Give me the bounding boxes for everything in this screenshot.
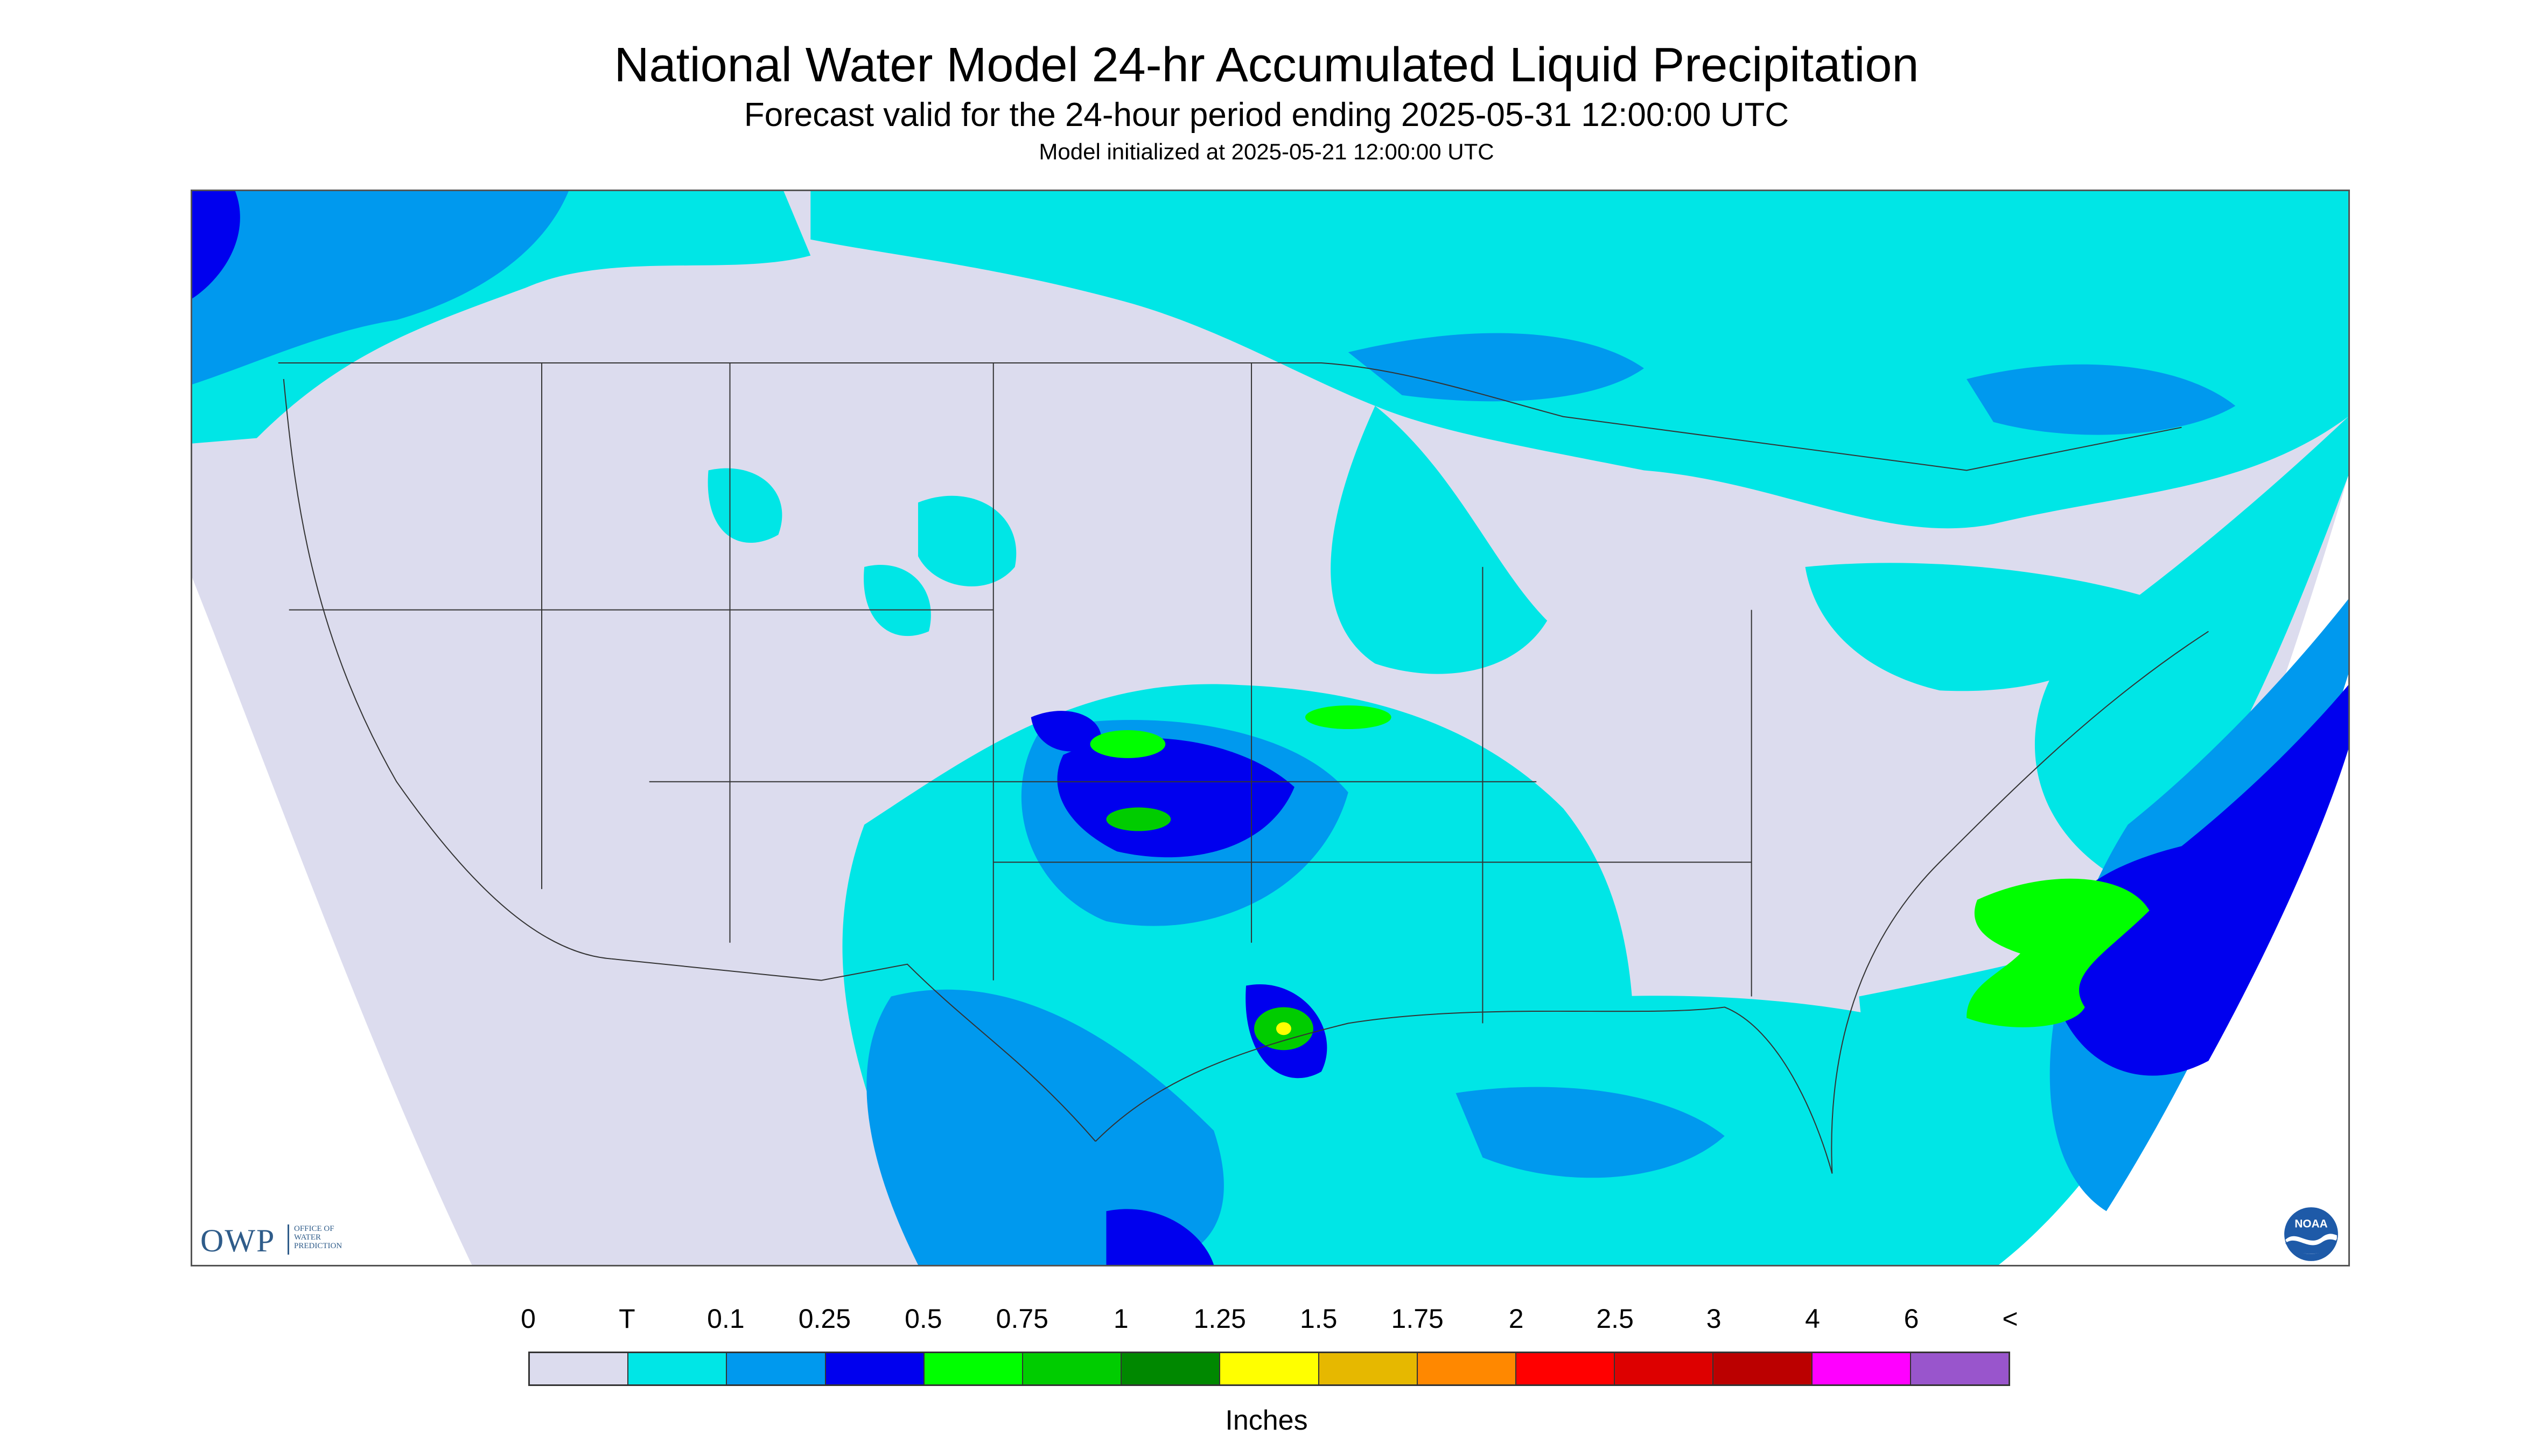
legend-tick-label: 0.1 [707, 1304, 745, 1334]
legend-tick-label: 1.75 [1391, 1304, 1444, 1334]
legend-tick-label: 6 [1904, 1304, 1919, 1334]
noaa-logo-icon: NOAA [2284, 1207, 2338, 1261]
precipitation-map [191, 190, 2350, 1266]
precip-area-texas-south [866, 989, 1224, 1265]
precip-area-gulf-florida [1482, 996, 1955, 1265]
map-title: National Water Model 24-hr Accumulated L… [614, 38, 1919, 92]
legend-swatch [1615, 1353, 1714, 1384]
map-subtitle: Forecast valid for the 24-hour period en… [744, 96, 1789, 134]
us-canada-border [278, 362, 2182, 471]
legend-tick-label: 2.5 [1596, 1304, 1634, 1334]
precip-area-great-lakes-east [1805, 563, 2155, 691]
legend-swatch [1319, 1353, 1418, 1384]
legend-tick-label: 0 [521, 1304, 536, 1334]
legend-units: Inches [1225, 1405, 1308, 1436]
legend-tick-label: 1.5 [1299, 1304, 1338, 1334]
legend-tick-label: < [2002, 1304, 2018, 1334]
legend-swatch [530, 1353, 629, 1384]
owp-logo-subtext: OFFICE OF WATER PREDICTION [294, 1224, 342, 1250]
precip-area-canada-west [192, 191, 569, 384]
legend-tick-labels: 0 T 0.1 0.25 0.5 0.75 1 1.25 1.5 1.75 2 2.5 3 4 6 < [0, 1303, 2533, 1341]
pacific-coast [283, 379, 612, 960]
boundary-lines [278, 362, 2209, 1174]
legend-tick-label: 3 [1706, 1304, 1722, 1334]
precip-area-canada-central [1348, 333, 1644, 402]
legend-tick-label: T [619, 1304, 635, 1334]
owp-logo-line: OFFICE OF [294, 1224, 334, 1233]
map-canvas [192, 191, 2348, 1265]
legend-tick-label: 0.25 [798, 1304, 851, 1334]
precip-core-kansas [1106, 807, 1171, 831]
legend-swatch [1122, 1353, 1221, 1384]
model-init-line: Model initialized at 2025-05-21 12:00:00… [1039, 139, 1494, 164]
legend-swatch [1220, 1353, 1319, 1384]
atlantic-coast [1831, 631, 2209, 1174]
us-mexico-border [611, 958, 1096, 1142]
legend-tick-label: 2 [1508, 1304, 1524, 1334]
precip-area-quebec [1967, 364, 2236, 435]
precip-heavy-layer [1090, 705, 2150, 1051]
precip-core-houston-peak [1276, 1022, 1291, 1035]
legend-tick-label: 0.75 [996, 1304, 1048, 1334]
legend-swatch [1417, 1353, 1517, 1384]
legend-swatch [924, 1353, 1024, 1384]
precip-core-nebraska [1090, 730, 1166, 758]
legend-swatch [1516, 1353, 1615, 1384]
precip-core-atlantic [1967, 878, 2150, 1027]
precip-area-mexico [1106, 1209, 1214, 1265]
precip-area-upper-midwest [1331, 405, 1548, 674]
legend-swatch [628, 1353, 727, 1384]
legend-tick-label: 1.25 [1193, 1304, 1246, 1334]
legend-tick-label: 0.5 [905, 1304, 942, 1334]
gulf-coast [1095, 1006, 1833, 1174]
precip-core-missouri [1305, 705, 1391, 729]
legend-swatch [1023, 1353, 1122, 1384]
precip-area-east-coast [2034, 416, 2348, 890]
legend-swatch [1911, 1353, 2009, 1384]
precip-area-gulf-offshore [1456, 1087, 1725, 1178]
precip-area-colorado-east [1031, 711, 1102, 752]
legend-swatch [1713, 1353, 1813, 1384]
owp-logo-line: PREDICTION [294, 1242, 342, 1250]
precip-area-rockies-scattered [918, 495, 1017, 587]
precip-area-wyoming [864, 565, 931, 636]
owp-logo-letters: OWP [200, 1223, 276, 1258]
legend-swatch [727, 1353, 826, 1384]
owp-logo-line: WATER [294, 1233, 321, 1242]
legend-swatch [825, 1353, 925, 1384]
precip-area-bc-coast [192, 191, 240, 299]
legend-tick-label: 4 [1805, 1304, 1820, 1334]
precip-area-atlantic-core [2047, 685, 2348, 1076]
precip-area-montana [708, 468, 782, 543]
legend-color-bar [528, 1352, 2010, 1386]
legend-tick-label: 1 [1113, 1304, 1129, 1334]
owp-logo-divider [288, 1224, 289, 1255]
legend-swatch [1812, 1353, 1911, 1384]
noaa-logo-text: NOAA [2294, 1218, 2327, 1230]
